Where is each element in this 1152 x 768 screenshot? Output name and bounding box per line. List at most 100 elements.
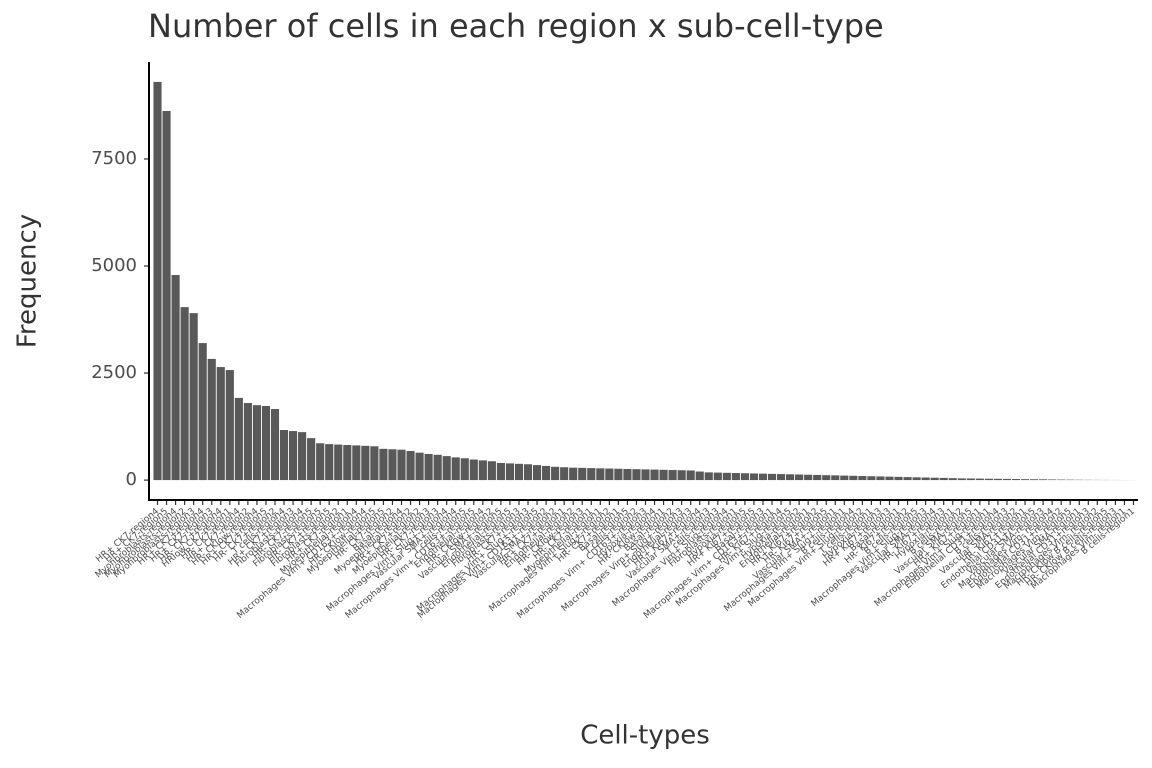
bar xyxy=(496,462,505,481)
bar xyxy=(379,448,388,481)
bar xyxy=(984,478,993,481)
bar xyxy=(804,474,813,481)
bar xyxy=(361,445,370,481)
bar xyxy=(1030,479,1039,481)
bar xyxy=(849,475,858,481)
bar xyxy=(1011,479,1021,481)
bar xyxy=(776,474,786,481)
bar xyxy=(740,473,749,481)
bar xyxy=(578,467,587,481)
bar xyxy=(641,469,650,481)
bar xyxy=(903,477,912,481)
bar xyxy=(731,473,740,481)
bar xyxy=(469,459,478,481)
bar xyxy=(975,478,984,481)
bar xyxy=(749,473,759,481)
y-tick-label: 2500 xyxy=(91,362,137,383)
bar xyxy=(1057,479,1066,481)
bar xyxy=(560,467,569,481)
bar xyxy=(198,343,207,481)
bar xyxy=(894,476,903,481)
bar xyxy=(912,477,921,481)
x-axis-title: Cell-types xyxy=(580,721,710,751)
bar xyxy=(632,469,641,481)
bar xyxy=(316,443,325,481)
bar xyxy=(307,438,316,481)
bar xyxy=(451,457,460,481)
bar xyxy=(677,470,686,481)
bar xyxy=(722,472,731,481)
bar xyxy=(270,409,280,481)
bar xyxy=(189,313,198,481)
bar xyxy=(569,467,578,481)
y-tick-label: 0 xyxy=(126,469,137,490)
bar xyxy=(704,472,713,481)
bar xyxy=(876,476,885,481)
bar xyxy=(216,367,225,481)
bar xyxy=(966,478,975,481)
bar xyxy=(885,476,894,481)
bar xyxy=(234,397,243,481)
bar xyxy=(171,275,180,481)
bar xyxy=(415,452,424,481)
bar xyxy=(478,460,487,481)
bar xyxy=(180,307,189,481)
bar xyxy=(695,471,704,481)
bar xyxy=(433,454,442,481)
bar xyxy=(614,468,623,481)
bar xyxy=(605,468,614,481)
bar xyxy=(758,473,768,481)
bar xyxy=(840,475,849,481)
bar xyxy=(289,431,298,481)
bar xyxy=(993,478,1002,481)
bar xyxy=(542,465,551,481)
bar xyxy=(551,466,560,481)
bar xyxy=(388,449,397,481)
bar xyxy=(795,474,804,481)
bar xyxy=(505,463,515,481)
bar xyxy=(252,405,261,481)
bar xyxy=(225,370,234,481)
bar xyxy=(325,444,334,481)
bar xyxy=(261,406,271,481)
bar xyxy=(243,403,252,481)
bar xyxy=(867,476,876,481)
bar xyxy=(397,449,406,481)
bar xyxy=(813,474,822,481)
bar xyxy=(298,432,307,481)
bar xyxy=(279,429,289,481)
chart-title: Number of cells in each region x sub-cel… xyxy=(148,7,884,45)
bar xyxy=(623,468,632,481)
bar xyxy=(930,477,939,481)
bar xyxy=(668,470,677,481)
bar xyxy=(352,445,361,481)
bar xyxy=(162,111,171,481)
bar xyxy=(532,465,542,481)
bar xyxy=(514,463,524,481)
bar xyxy=(460,458,469,481)
bar xyxy=(343,444,352,481)
bar xyxy=(786,474,795,481)
y-tick-label: 5000 xyxy=(91,255,137,276)
bar xyxy=(1002,478,1012,481)
bar xyxy=(442,456,451,481)
bar xyxy=(334,444,343,481)
bar xyxy=(713,472,722,481)
bar xyxy=(523,464,533,481)
bar xyxy=(1020,479,1030,481)
bar xyxy=(1039,479,1048,481)
bar xyxy=(831,475,840,481)
bar xyxy=(822,475,831,481)
bar xyxy=(948,478,957,481)
bar xyxy=(939,477,948,481)
bar xyxy=(596,468,605,481)
bar xyxy=(686,470,695,481)
bar xyxy=(406,450,415,481)
bar xyxy=(587,468,596,481)
y-tick-label: 7500 xyxy=(91,148,137,169)
bar xyxy=(650,469,659,481)
bar xyxy=(1048,479,1057,481)
bar xyxy=(153,81,162,481)
bar xyxy=(957,478,966,481)
